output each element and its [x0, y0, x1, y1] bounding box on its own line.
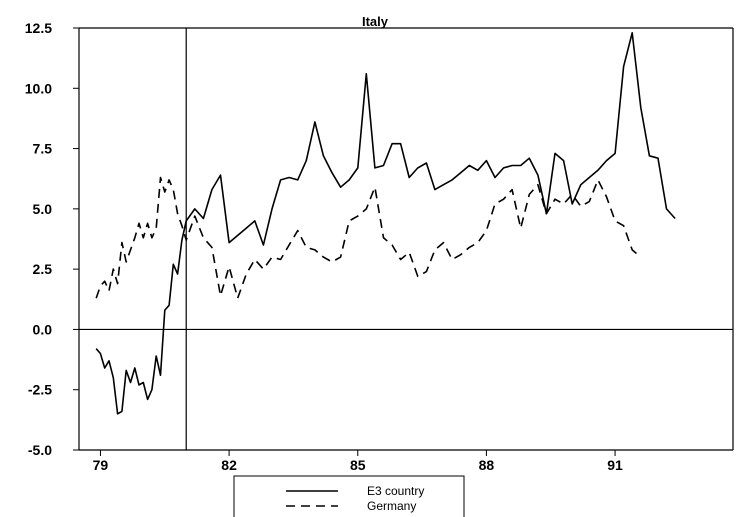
- x-tick-label: 88: [479, 457, 495, 473]
- legend-label-e3: E3 country: [367, 484, 424, 498]
- y-tick-label: 7.5: [33, 141, 53, 157]
- x-tick-label: 79: [93, 457, 109, 473]
- y-tick-label: 10.0: [25, 80, 52, 96]
- series-line-e3-country: [95, 31, 676, 415]
- series-line-germany: [95, 176, 642, 299]
- legend-box: [233, 475, 465, 517]
- y-tick-label: -5.0: [28, 442, 52, 458]
- plot-frame: [78, 27, 734, 451]
- y-axis-ticks: 12.5 10.0 7.5 5.0 2.5 0.0 -2.5 -5.0: [25, 20, 79, 458]
- x-axis-ticks: 79 82 85 88 91: [93, 450, 623, 473]
- reference-lines: [79, 28, 733, 450]
- y-tick-label: 0.0: [33, 321, 53, 337]
- x-tick-label: 91: [607, 457, 623, 473]
- y-tick-label: -2.5: [28, 382, 52, 398]
- chart-title: Italy: [362, 14, 389, 29]
- y-tick-label: 2.5: [33, 261, 53, 277]
- y-tick-label: 12.5: [25, 20, 52, 36]
- y-tick-label: 5.0: [33, 201, 53, 217]
- x-tick-label: 85: [350, 457, 366, 473]
- series-layer: [95, 31, 676, 415]
- legend-label-germany: Germany: [367, 499, 416, 513]
- x-tick-label: 82: [221, 457, 237, 473]
- legend: E3 country Germany: [233, 475, 465, 517]
